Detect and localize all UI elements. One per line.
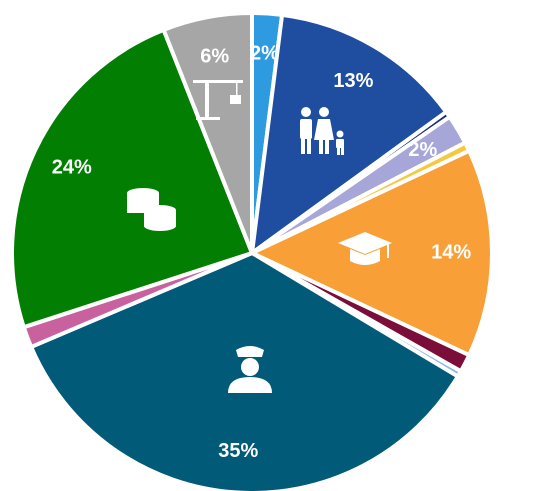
data-label: 14% <box>431 241 471 263</box>
data-label: 35% <box>218 440 258 462</box>
pie-slice <box>250 12 449 255</box>
labels: 2% 13% 2% 14% 35% 24% 6% <box>52 42 472 462</box>
family-icon <box>300 107 344 155</box>
data-label: 2% <box>250 42 279 64</box>
graduation-icon <box>338 232 392 265</box>
data-label: 13% <box>333 70 373 92</box>
icons <box>127 80 392 393</box>
police-icon <box>228 346 272 393</box>
data-label: 24% <box>52 156 92 178</box>
slices <box>10 11 494 491</box>
pie-slice <box>161 11 254 255</box>
data-label: 2% <box>408 139 437 161</box>
coins-icon <box>127 188 176 231</box>
crane-icon <box>193 80 243 120</box>
data-label: 6% <box>200 46 229 68</box>
